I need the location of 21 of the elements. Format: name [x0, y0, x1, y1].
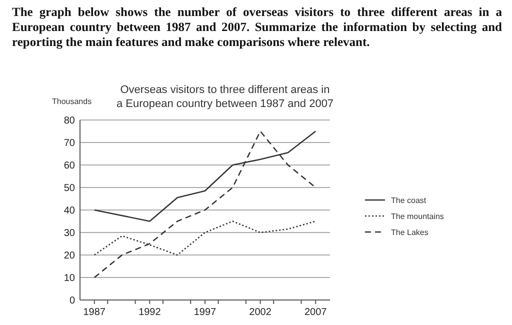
- x-tick-label: 1992: [138, 307, 162, 318]
- x-tick-label: 1997: [194, 307, 217, 318]
- x-tick-label: 2007: [304, 307, 328, 318]
- y-tick-label: 70: [64, 138, 76, 149]
- y-tick-label: 50: [64, 183, 76, 194]
- legend-label: The Lakes: [391, 228, 428, 237]
- x-tick-label: 1987: [83, 307, 106, 318]
- y-tick-label: 20: [64, 250, 76, 262]
- chart-title: Overseas visitors to three different areas in a European country between 1987 and 2007: [116, 84, 334, 110]
- legend-label: The coast: [391, 196, 427, 205]
- y-tick-label: 30: [64, 228, 76, 239]
- line-series: [94, 130, 316, 278]
- y-tick-label: 10: [64, 273, 76, 284]
- y-tick-label: 0: [69, 296, 76, 306]
- text: The graph below shows the number of overseas visitors to three different areas in a European country between 1987 and 2007. Summarize the information by selecting and reporting the main features and make comparisons where relevant.: [12, 5, 502, 50]
- y-tick-label: 80: [64, 116, 76, 126]
- x-tick-label: 2002: [249, 307, 272, 318]
- y-axis-title: Thousands: [52, 97, 92, 106]
- y-tick-label: 60: [64, 160, 76, 172]
- y-tick-label: 40: [64, 206, 76, 216]
- legend-label: The mountains: [391, 212, 444, 221]
